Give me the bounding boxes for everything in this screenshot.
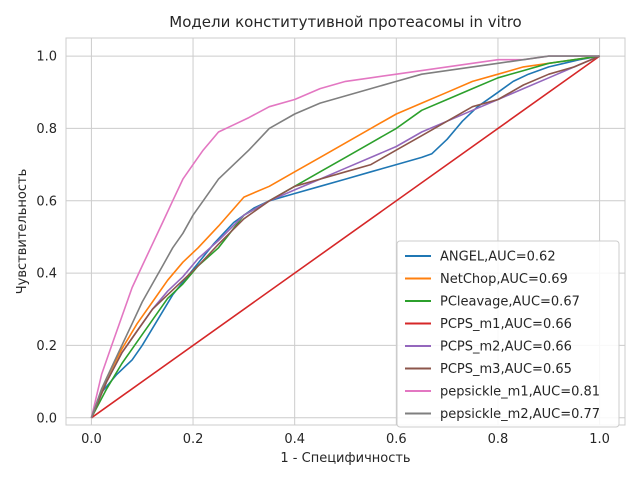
series-line-0 xyxy=(90,55,600,419)
series-layer xyxy=(90,55,601,419)
y-axis-label: Чувствительность xyxy=(15,169,30,294)
series-line-6 xyxy=(90,55,600,418)
series-line-3 xyxy=(90,55,601,419)
y-tick-label: 0.6 xyxy=(36,194,57,209)
chart-title: Модели конститутивной протеасомы in vitr… xyxy=(169,13,521,31)
legend-entry: PCPS_m1,AUC=0.66 xyxy=(440,317,572,332)
legend-entry: ANGEL,AUC=0.62 xyxy=(440,250,556,265)
series-line-5 xyxy=(90,55,600,419)
legend-entry: PCPS_m2,AUC=0.66 xyxy=(440,340,572,355)
series-line-1 xyxy=(90,55,600,419)
tick-labels: 0.0 0.2 0.4 0.6 0.8 1.0 0.0 0.2 0.4 0.6 0.8 1.0 xyxy=(36,50,610,447)
legend-entry: PCPS_m3,AUC=0.65 xyxy=(440,362,572,377)
series-line-7 xyxy=(90,55,600,419)
legend-entry: pepsickle_m2,AUC=0.77 xyxy=(440,407,600,422)
series-line-2 xyxy=(90,55,600,419)
y-tick-label: 0.4 xyxy=(36,267,57,282)
x-axis-label: 1 - Специфичность xyxy=(280,451,410,466)
legend-entry: PCleavage,AUC=0.67 xyxy=(440,295,580,310)
legend: ANGEL,AUC=0.62 NetChop,AUC=0.69 PCleavage,… xyxy=(396,240,620,428)
legend-box xyxy=(396,240,620,428)
y-tick-label: 0.8 xyxy=(36,122,57,137)
x-tick-label: 0.2 xyxy=(183,432,204,447)
x-tick-label: 0.4 xyxy=(284,432,305,447)
x-tick-label: 1.0 xyxy=(589,432,610,447)
legend-entry: pepsickle_m1,AUC=0.81 xyxy=(440,385,600,400)
x-tick-label: 0.0 xyxy=(81,432,102,447)
x-tick-label: 0.6 xyxy=(386,432,407,447)
y-tick-label: 0.0 xyxy=(36,411,57,426)
grid xyxy=(66,38,625,425)
y-tick-label: 1.0 xyxy=(36,50,57,65)
x-tick-label: 0.8 xyxy=(488,432,509,447)
legend-entry: NetChop,AUC=0.69 xyxy=(440,272,568,287)
y-tick-label: 0.2 xyxy=(36,339,57,354)
